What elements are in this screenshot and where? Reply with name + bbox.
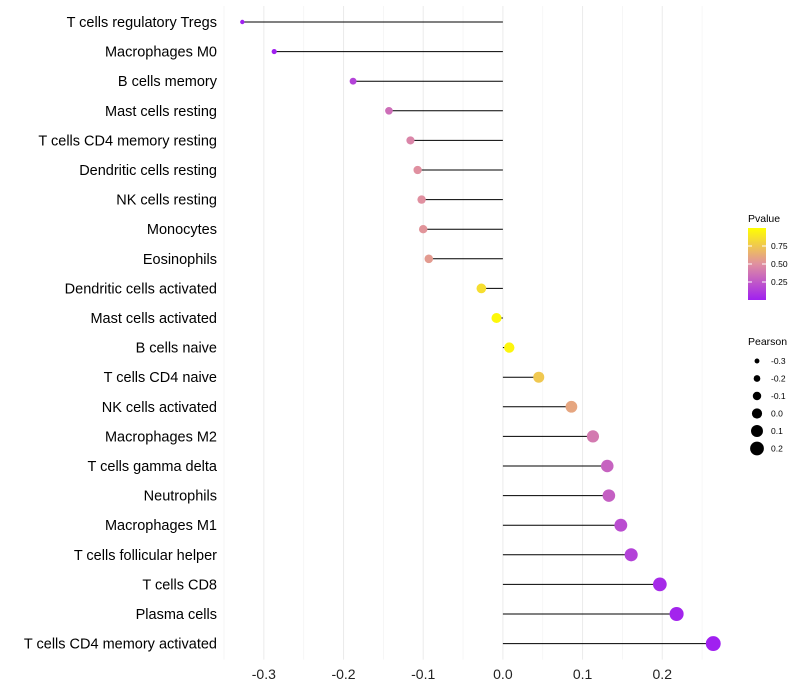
category-label: T cells gamma delta: [88, 459, 218, 475]
pvalue-legend-title: Pvalue: [748, 213, 780, 225]
point: [614, 518, 628, 532]
size-legend-label: -0.1: [771, 391, 786, 401]
lollipop-stems: [242, 21, 714, 645]
point: [385, 106, 393, 115]
category-label: Macrophages M1: [105, 518, 217, 534]
category-label: Eosinophils: [143, 252, 217, 268]
size-legend-point: [751, 425, 763, 437]
category-label: T cells CD4 memory activated: [24, 637, 217, 653]
size-legend-label: -0.2: [771, 374, 786, 384]
point: [705, 636, 721, 652]
lollipop-points: [240, 19, 721, 652]
size-legend-point: [753, 375, 761, 382]
size-legend-label: -0.3: [771, 356, 786, 366]
category-label: Macrophages M0: [105, 45, 217, 61]
point: [653, 577, 667, 592]
pvalue-legend: Pvalue 0.25 0.50 0.75: [748, 213, 788, 300]
category-label: B cells memory: [118, 74, 218, 90]
category-label: T cells CD4 naive: [104, 370, 217, 386]
x-tick-label: -0.1: [411, 666, 435, 682]
point: [271, 49, 277, 55]
point: [418, 224, 428, 234]
pearson-legend-title: Pearson: [748, 336, 787, 348]
size-legend-label: 0.2: [771, 444, 783, 454]
point: [240, 19, 245, 25]
x-tick-label: 0.1: [573, 666, 593, 682]
category-label: T cells regulatory Tregs: [67, 15, 217, 31]
colorbar-tick-label: 0.25: [771, 277, 788, 287]
category-label: T cells CD8: [142, 577, 217, 593]
x-tick-label: -0.2: [331, 666, 355, 682]
category-label: Dendritic cells resting: [79, 163, 217, 179]
category-label: T cells CD4 memory resting: [38, 133, 217, 149]
colorbar-tick-label: 0.75: [771, 241, 788, 251]
grid-lines: [223, 6, 703, 660]
size-legend-label: 0.0: [771, 409, 783, 419]
category-label: B cells naive: [136, 341, 217, 357]
size-legend-label: 0.1: [771, 426, 783, 436]
category-label: T cells follicular helper: [74, 548, 217, 564]
category-label: Plasma cells: [136, 607, 217, 623]
x-tick-label: -0.3: [252, 666, 276, 682]
pearson-legend: Pearson -0.3 -0.2 -0.1 0.0 0.1 0.2: [748, 336, 787, 456]
point: [669, 606, 684, 622]
x-tick-label: 0.2: [653, 666, 673, 682]
pvalue-colorbar: [748, 228, 766, 300]
point: [424, 254, 434, 264]
point: [602, 489, 616, 502]
x-tick-label: 0.0: [493, 666, 513, 682]
category-label: NK cells activated: [102, 400, 217, 416]
point: [417, 195, 426, 204]
point: [504, 342, 515, 353]
x-axis-ticks: -0.3 -0.2 -0.1 0.0 0.1 0.2: [252, 666, 672, 682]
category-labels: T cells regulatory Tregs Macrophages M0 B …: [24, 15, 218, 653]
category-label: Monocytes: [147, 222, 217, 238]
point: [586, 430, 600, 443]
point: [601, 459, 614, 473]
size-legend-point: [752, 391, 762, 401]
point: [565, 400, 578, 413]
category-label: Dendritic cells activated: [65, 281, 217, 297]
size-legend-point: [751, 408, 763, 419]
size-legend-point: [754, 358, 760, 364]
point: [413, 165, 422, 175]
category-label: Neutrophils: [144, 489, 217, 505]
category-label: Mast cells activated: [90, 311, 217, 327]
category-label: Mast cells resting: [105, 104, 217, 120]
category-label: NK cells resting: [116, 193, 217, 209]
point: [533, 371, 545, 383]
colorbar-tick-label: 0.50: [771, 259, 788, 269]
point: [406, 136, 415, 145]
point: [349, 77, 357, 85]
category-label: Macrophages M2: [105, 429, 217, 445]
point: [491, 312, 502, 324]
point: [476, 283, 487, 294]
point: [624, 548, 638, 562]
size-legend-point: [750, 441, 764, 456]
